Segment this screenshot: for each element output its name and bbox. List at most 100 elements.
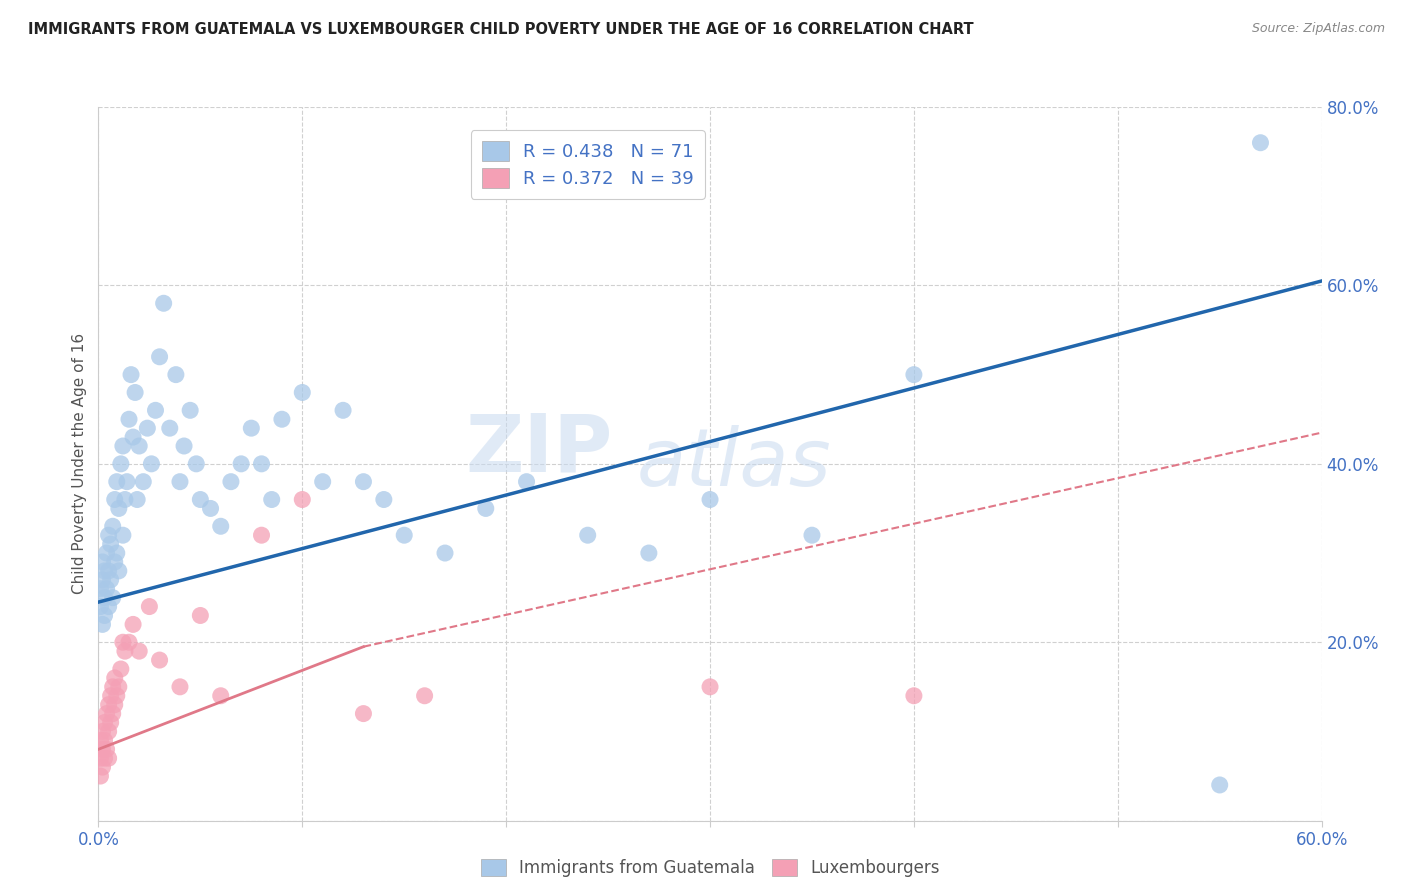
- Point: [97, 599, 120, 614]
- Point: [89, 582, 111, 596]
- Point: [96, 546, 118, 560]
- Point: [108, 564, 131, 578]
- Point: [111, 635, 134, 649]
- Point: [101, 680, 124, 694]
- Point: [108, 501, 131, 516]
- Point: [104, 671, 127, 685]
- Point: [105, 475, 128, 489]
- Point: [104, 555, 127, 569]
- Point: [141, 457, 163, 471]
- Point: [110, 457, 132, 471]
- Point: [260, 492, 283, 507]
- Point: [240, 421, 263, 435]
- Point: [100, 573, 122, 587]
- Point: [105, 546, 128, 560]
- Point: [801, 528, 824, 542]
- Point: [576, 528, 599, 542]
- Point: [179, 403, 201, 417]
- Point: [434, 546, 457, 560]
- Point: [138, 599, 160, 614]
- Point: [93, 733, 115, 747]
- Point: [152, 296, 174, 310]
- Point: [97, 724, 120, 739]
- Point: [474, 501, 498, 516]
- Point: [1249, 136, 1271, 150]
- Point: [101, 591, 124, 605]
- Point: [91, 742, 114, 756]
- Point: [91, 555, 114, 569]
- Point: [136, 421, 159, 435]
- Point: [100, 715, 122, 730]
- Point: [97, 698, 120, 712]
- Point: [903, 689, 925, 703]
- Point: [165, 368, 187, 382]
- Point: [186, 457, 208, 471]
- Point: [101, 519, 124, 533]
- Point: [118, 412, 141, 426]
- Point: [373, 492, 395, 507]
- Point: [97, 564, 120, 578]
- Point: [89, 751, 111, 765]
- Point: [332, 403, 354, 417]
- Point: [96, 742, 118, 756]
- Point: [352, 475, 374, 489]
- Point: [122, 430, 145, 444]
- Point: [128, 644, 150, 658]
- Point: [209, 519, 232, 533]
- Point: [250, 528, 273, 542]
- Point: [250, 457, 273, 471]
- Text: ZIP: ZIP: [465, 410, 612, 489]
- Point: [149, 653, 172, 667]
- Point: [93, 564, 115, 578]
- Point: [104, 492, 127, 507]
- Point: [638, 546, 661, 560]
- Point: [105, 689, 128, 703]
- Point: [219, 475, 242, 489]
- Point: [93, 715, 115, 730]
- Point: [127, 492, 149, 507]
- Point: [89, 599, 111, 614]
- Point: [91, 617, 114, 632]
- Point: [111, 528, 134, 542]
- Point: [124, 385, 146, 400]
- Point: [169, 475, 191, 489]
- Point: [699, 492, 721, 507]
- Point: [118, 635, 141, 649]
- Point: [101, 706, 124, 721]
- Point: [97, 528, 120, 542]
- Point: [132, 475, 155, 489]
- Point: [110, 662, 132, 676]
- Point: [699, 680, 721, 694]
- Point: [159, 421, 181, 435]
- Legend: Immigrants from Guatemala, Luxembourgers: Immigrants from Guatemala, Luxembourgers: [474, 852, 946, 884]
- Point: [104, 698, 127, 712]
- Point: [91, 573, 114, 587]
- Point: [122, 617, 145, 632]
- Point: [291, 385, 314, 400]
- Point: [145, 403, 167, 417]
- Y-axis label: Child Poverty Under the Age of 16: Child Poverty Under the Age of 16: [72, 334, 87, 594]
- Point: [93, 591, 115, 605]
- Text: Source: ZipAtlas.com: Source: ZipAtlas.com: [1251, 22, 1385, 36]
- Point: [100, 537, 122, 551]
- Point: [128, 439, 150, 453]
- Point: [115, 475, 138, 489]
- Point: [93, 751, 115, 765]
- Point: [270, 412, 294, 426]
- Point: [108, 680, 131, 694]
- Point: [903, 368, 925, 382]
- Point: [111, 439, 134, 453]
- Point: [149, 350, 172, 364]
- Point: [169, 680, 191, 694]
- Point: [188, 492, 212, 507]
- Point: [96, 706, 118, 721]
- Point: [91, 724, 114, 739]
- Point: [96, 582, 118, 596]
- Point: [100, 689, 122, 703]
- Point: [97, 751, 120, 765]
- Point: [89, 769, 111, 783]
- Point: [120, 368, 142, 382]
- Point: [392, 528, 416, 542]
- Point: [89, 733, 111, 747]
- Point: [173, 439, 195, 453]
